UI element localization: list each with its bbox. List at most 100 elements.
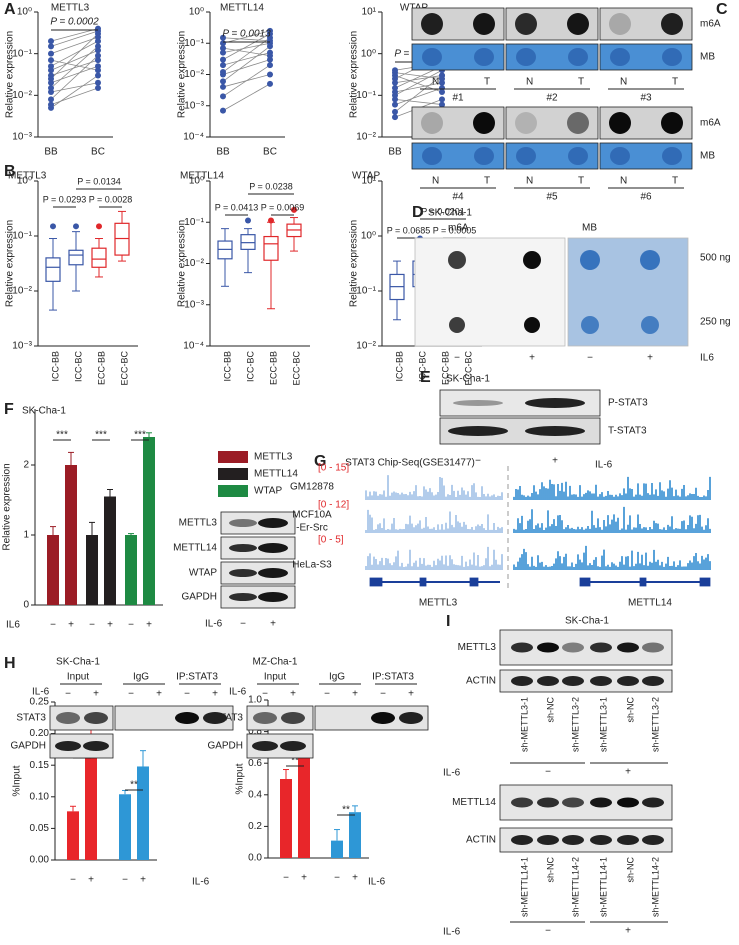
pair-line: [222, 30, 271, 44]
band: [421, 112, 443, 134]
point: [95, 47, 101, 54]
band: [516, 48, 536, 66]
y-tick-label: 10⁰: [189, 7, 204, 18]
y-tick-label: 10⁻²: [356, 132, 376, 143]
sample-label: #5: [546, 192, 558, 203]
group-label: IgG: [329, 672, 345, 683]
amount-label: 250 ng: [700, 317, 731, 328]
point: [220, 78, 226, 85]
y-tick-label: 10⁻²: [184, 69, 204, 80]
x-tick-label: ECC-BC: [291, 351, 301, 386]
condition-label: −: [545, 926, 551, 937]
band: [55, 741, 81, 751]
p-value: P = 0.0201: [421, 206, 465, 216]
y-tick-label: 0.0: [248, 853, 262, 864]
track-signal: [365, 509, 503, 533]
track-title: STAT3 Chip-Seq(GSE31477): [345, 458, 475, 469]
treatment-label: IL-6: [32, 687, 50, 698]
track-name: GM12878: [290, 482, 334, 493]
x-tick-label: +: [140, 875, 146, 886]
x-tick-label: ECC-BB: [440, 351, 450, 385]
x-tick-label: +: [107, 620, 113, 631]
y-tick-label: 0.4: [248, 789, 262, 800]
legend-swatch: [218, 468, 248, 480]
exon: [579, 577, 591, 587]
outlier: [96, 223, 102, 230]
row-label: METTL14: [452, 797, 496, 808]
band: [448, 251, 466, 269]
point: [392, 84, 398, 91]
lane-label: +: [290, 689, 296, 700]
group-label: IgG: [133, 672, 149, 683]
significance: **: [130, 780, 138, 791]
lane-label: sh-NC: [545, 857, 555, 883]
amount-label: 500 ng: [700, 253, 731, 264]
y-tick-label: 0.2: [248, 821, 262, 832]
legend-swatch: [218, 485, 248, 497]
pair-line: [394, 98, 443, 105]
track-signal: [365, 546, 503, 570]
point: [439, 75, 445, 82]
band: [449, 317, 465, 333]
band: [567, 112, 589, 134]
track-name: -Er-Src: [296, 523, 328, 534]
p-value: P = 0.0069: [261, 202, 305, 212]
band: [590, 676, 612, 686]
y-tick-label: 0.00: [30, 855, 50, 866]
box: [114, 222, 130, 256]
lane-label: +: [552, 456, 558, 467]
x-tick-label: −: [89, 620, 95, 631]
bar: [349, 812, 361, 858]
pair-line: [394, 75, 443, 84]
panel-letter: A: [4, 1, 16, 18]
cell-line: SK-Cha-1: [565, 616, 609, 627]
point: [267, 27, 273, 34]
pair-line: [50, 49, 99, 71]
band: [252, 741, 278, 751]
lane-label: −: [240, 619, 246, 630]
cell-line: SK-Cha-1: [446, 374, 490, 385]
x-tick-label: ICC-BC: [73, 351, 83, 382]
sample-label: #1: [452, 93, 464, 104]
band: [511, 797, 533, 808]
y-tick-label: 0.05: [30, 823, 50, 834]
y-axis-label: %Input: [235, 763, 246, 794]
pair-line: [50, 28, 99, 42]
pair-line: [50, 82, 99, 93]
band: [281, 712, 305, 724]
group-label: IP:STAT3: [372, 672, 414, 683]
row-label: P-STAT3: [608, 398, 648, 409]
y-tick-label: 10⁻³: [12, 132, 32, 143]
band: [511, 642, 533, 653]
lane-label: −: [65, 689, 71, 700]
x-tick-label: −: [334, 873, 340, 884]
y-tick-label: 2: [23, 460, 29, 471]
band: [562, 642, 584, 653]
chart-title: METTL14: [220, 3, 264, 14]
point: [439, 96, 445, 103]
band: [203, 712, 227, 724]
track-range: [0 - 5]: [318, 535, 344, 546]
x-axis-label: IL-6: [368, 877, 386, 888]
condition-label: +: [625, 767, 631, 778]
lane-label: sh-NC: [625, 857, 635, 883]
lane-label: T: [578, 77, 584, 88]
p-value: P = 0.0002: [50, 17, 99, 28]
group-label: IP:STAT3: [176, 672, 218, 683]
outlier: [73, 223, 79, 230]
point: [48, 38, 54, 45]
lane-label: +: [647, 353, 653, 364]
point: [220, 34, 226, 41]
lane-label: +: [156, 689, 162, 700]
y-tick-label: 1.0: [248, 695, 262, 706]
pair-line: [222, 42, 271, 54]
lane-label: −: [184, 689, 190, 700]
x-tick-label: ECC-BC: [119, 351, 129, 386]
panel-letter: D: [412, 204, 424, 221]
x-tick-label: BC: [263, 147, 277, 158]
band: [253, 712, 277, 724]
band: [371, 712, 395, 724]
cell-line: MZ-Cha-1: [252, 657, 297, 668]
lane-label: −: [380, 689, 386, 700]
